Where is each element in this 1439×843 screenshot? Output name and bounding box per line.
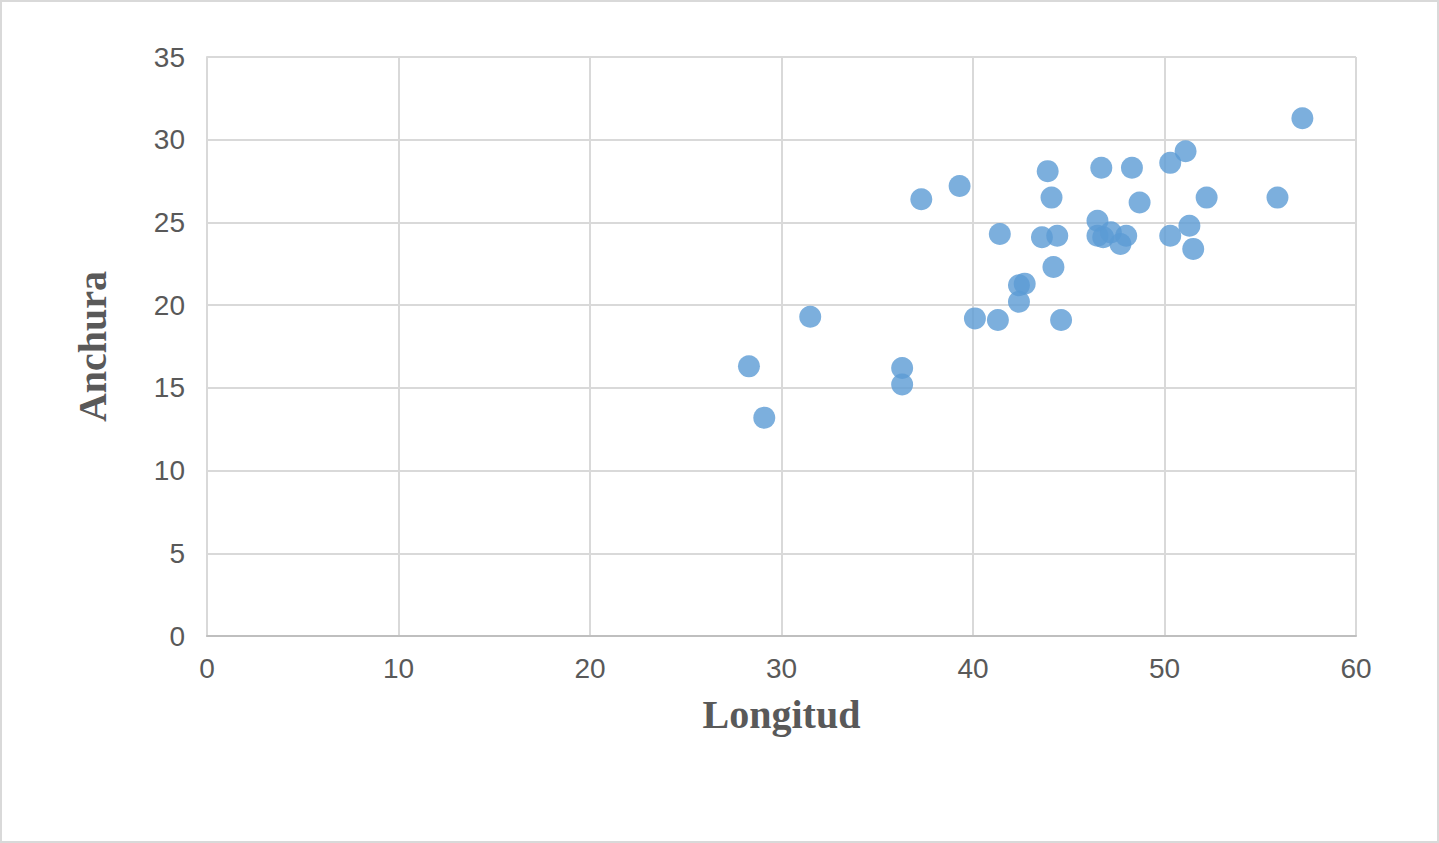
svg-text:5: 5	[169, 538, 185, 569]
svg-text:30: 30	[154, 124, 185, 155]
svg-text:40: 40	[957, 653, 988, 684]
svg-text:30: 30	[766, 653, 797, 684]
svg-text:60: 60	[1340, 653, 1371, 684]
svg-text:15: 15	[154, 372, 185, 403]
svg-text:50: 50	[1149, 653, 1180, 684]
svg-text:0: 0	[169, 621, 185, 652]
svg-text:25: 25	[154, 207, 185, 238]
svg-text:20: 20	[154, 290, 185, 321]
svg-text:20: 20	[574, 653, 605, 684]
svg-text:10: 10	[383, 653, 414, 684]
svg-text:35: 35	[154, 42, 185, 73]
svg-text:Longitud: Longitud	[703, 692, 861, 737]
svg-text:0: 0	[199, 653, 215, 684]
svg-text:Anchura: Anchura	[70, 271, 115, 422]
svg-text:10: 10	[154, 455, 185, 486]
